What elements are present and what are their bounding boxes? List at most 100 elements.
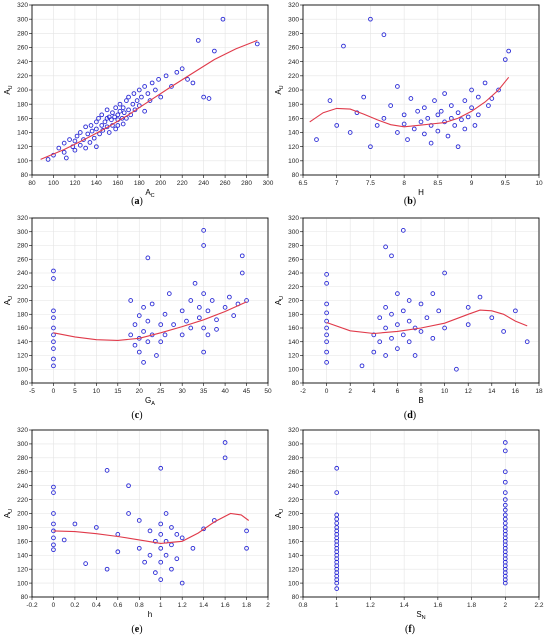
data-point (472, 123, 478, 128)
y-tick-label: 220 (288, 73, 299, 80)
x-tick-label: 200 (155, 180, 166, 187)
data-point (459, 117, 464, 123)
data-point (428, 140, 434, 146)
data-point (341, 43, 346, 49)
data-point (214, 327, 219, 332)
data-point (389, 253, 394, 259)
data-point (389, 335, 394, 341)
data-point (131, 91, 137, 96)
data-point (119, 115, 125, 121)
data-point (153, 87, 158, 93)
y-tick-label: 140 (17, 339, 28, 346)
x-tick-label: 280 (241, 180, 252, 187)
x-tick-label: 0.8 (135, 602, 144, 609)
data-point (513, 308, 518, 314)
y-tick-label: 160 (17, 325, 28, 332)
data-point (174, 532, 180, 537)
data-point (158, 322, 164, 327)
data-point (502, 57, 508, 62)
data-point (430, 291, 436, 296)
data-point (374, 123, 380, 128)
data-point (56, 145, 62, 151)
y-tick-label: 120 (288, 566, 299, 573)
y-axis-label: AU (3, 85, 14, 94)
data-point (104, 468, 110, 473)
x-tick-label: 5 (73, 388, 77, 395)
y-tick-label: 260 (288, 45, 299, 52)
y-tick-label: 320 (17, 215, 28, 222)
x-tick-label: 1.6 (433, 602, 442, 609)
data-point (166, 291, 172, 296)
data-point (136, 313, 142, 318)
data-point (51, 535, 56, 541)
data-point (438, 108, 444, 114)
y-tick-label: 180 (288, 525, 299, 532)
x-tick-label: 7 (335, 180, 339, 187)
data-point (465, 322, 471, 327)
data-point (381, 115, 387, 121)
y-tick-label: 100 (17, 366, 28, 373)
x-tick-label: 30 (179, 388, 187, 395)
y-tick-label: 300 (288, 16, 299, 23)
data-point (324, 360, 329, 365)
y-tick-label: 280 (17, 243, 28, 250)
data-point (239, 253, 245, 259)
y-tick-label: 240 (17, 483, 28, 490)
x-axis-label: H (418, 188, 424, 197)
y-tick-label: 220 (288, 497, 299, 504)
x-tick-label: -5 (29, 388, 35, 395)
y-tick-label: 220 (288, 284, 299, 291)
data-point (395, 130, 400, 135)
y-axis-label: AU (274, 85, 285, 94)
x-tick-label: 9 (470, 180, 474, 187)
data-point (377, 315, 383, 321)
x-tick-label: 1.4 (199, 602, 208, 609)
data-point (171, 322, 176, 327)
x-tick-label: 40 (221, 388, 229, 395)
data-point (136, 349, 142, 355)
data-point (139, 94, 144, 100)
data-point (94, 144, 99, 150)
data-point (87, 140, 93, 145)
y-tick-label: 120 (17, 566, 28, 573)
x-tick-label: 15 (114, 388, 122, 395)
x-axis-label: h (148, 610, 152, 619)
data-point (149, 80, 155, 86)
y-axis-label: AU (3, 296, 14, 305)
data-point (113, 105, 119, 111)
y-tick-label: 140 (288, 130, 299, 137)
y-tick-label: 140 (288, 552, 299, 559)
data-point (126, 107, 131, 113)
x-tick-label: 0.4 (92, 602, 101, 609)
data-point (222, 305, 228, 310)
y-tick-label: 320 (288, 215, 299, 222)
y-tick-label: 160 (17, 116, 28, 123)
x-tick-label: 2.2 (534, 602, 543, 609)
x-tick-label: 12 (465, 388, 473, 395)
data-point (141, 329, 146, 334)
y-tick-label: 160 (288, 116, 299, 123)
y-tick-label: 140 (288, 339, 299, 346)
y-tick-label: 280 (17, 455, 28, 462)
data-point (231, 313, 237, 318)
data-point (406, 339, 412, 345)
data-point (502, 440, 508, 445)
data-point (190, 545, 196, 551)
data-point (244, 528, 249, 534)
plot-border (302, 217, 540, 384)
data-point (124, 98, 129, 103)
data-point (425, 115, 431, 121)
data-point (502, 507, 508, 513)
data-point (104, 107, 110, 113)
y-tick-label: 240 (17, 59, 28, 66)
data-point (389, 311, 394, 317)
x-tick-label: 9.5 (501, 180, 510, 187)
y-axis-label: AU (274, 296, 285, 305)
y-tick-label: 240 (288, 270, 299, 277)
y-tick-label: 180 (17, 311, 28, 318)
y-tick-label: 240 (17, 270, 28, 277)
data-point (489, 315, 495, 321)
data-point (174, 69, 180, 75)
fit-curve (53, 512, 250, 544)
